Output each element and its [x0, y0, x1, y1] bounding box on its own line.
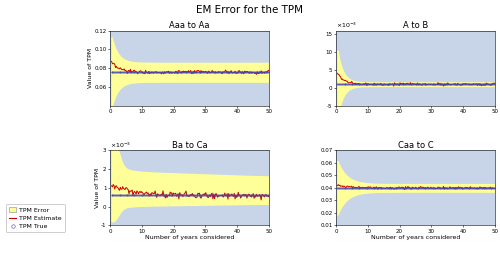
Text: $\times10^{-3}$: $\times10^{-3}$ [336, 21, 357, 30]
Text: $\times10^{-3}$: $\times10^{-3}$ [110, 140, 132, 150]
Legend: TPM Error, TPM Estimate, TPM True: TPM Error, TPM Estimate, TPM True [6, 204, 64, 232]
Title: Caa to C: Caa to C [398, 141, 434, 150]
Title: A to B: A to B [403, 21, 428, 30]
Title: Aaa to Aa: Aaa to Aa [170, 21, 210, 30]
Y-axis label: Value of TPM: Value of TPM [94, 168, 100, 208]
Title: Ba to Ca: Ba to Ca [172, 141, 207, 150]
Y-axis label: Value of TPM: Value of TPM [88, 48, 93, 88]
X-axis label: Number of years considered: Number of years considered [371, 235, 460, 240]
Text: EM Error for the TPM: EM Error for the TPM [196, 5, 304, 15]
X-axis label: Number of years considered: Number of years considered [145, 235, 234, 240]
